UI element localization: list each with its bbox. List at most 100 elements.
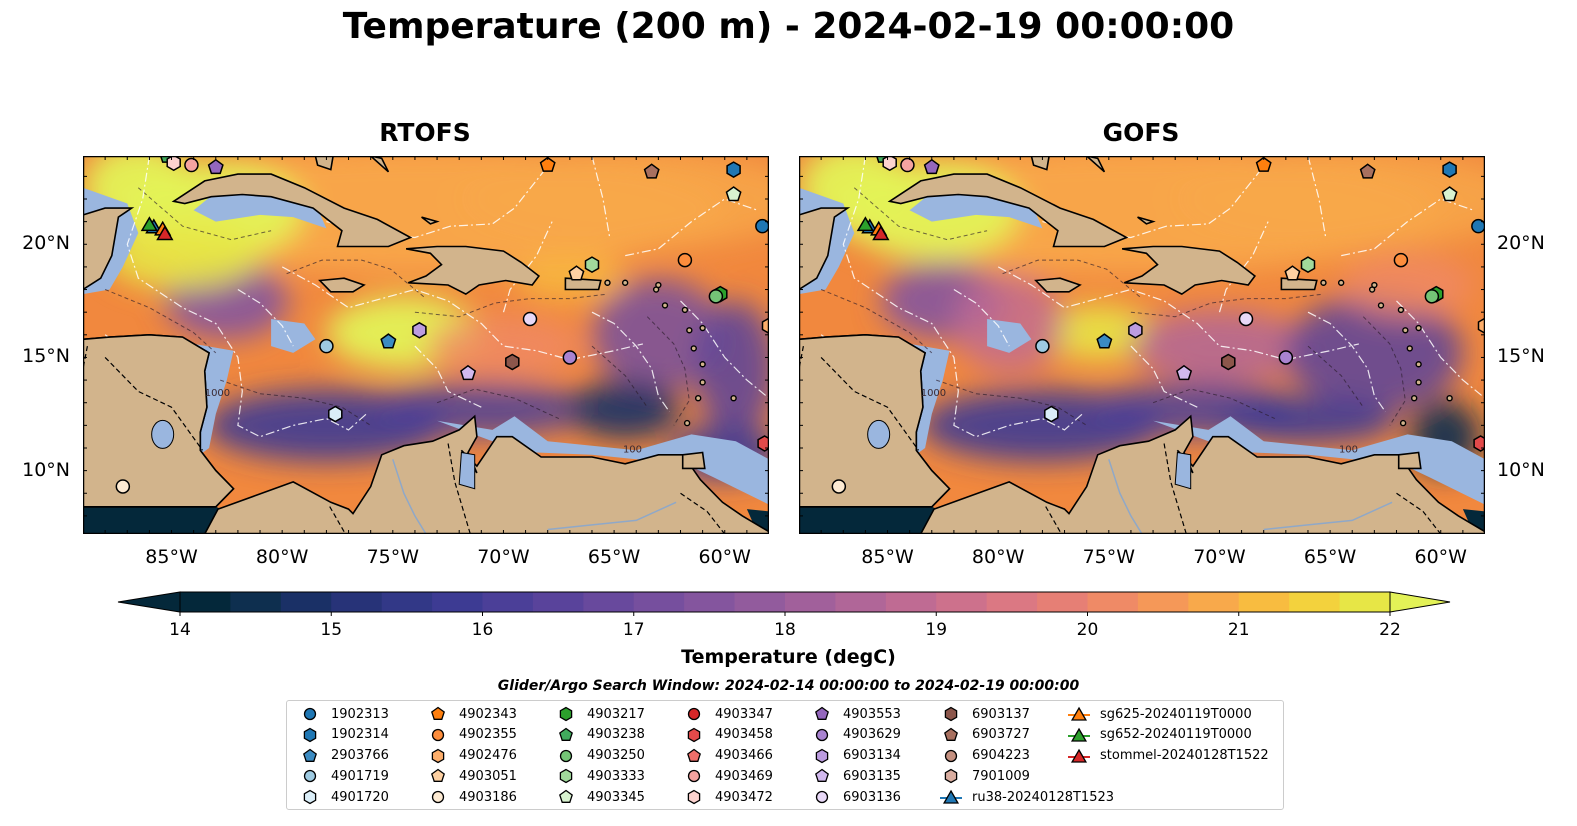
- float-marker-4901720: [328, 405, 343, 423]
- colorbar-tick-label: 21: [1227, 620, 1250, 640]
- float-marker-4903472: [882, 156, 897, 172]
- float-marker-6903134: [412, 321, 427, 339]
- colorbar-extend-min: [117, 591, 181, 613]
- legend-label: 6904223: [972, 748, 1030, 764]
- colorbar-tick-label: 18: [774, 620, 796, 640]
- island: [699, 361, 706, 368]
- legend-label: 6903136: [843, 789, 901, 805]
- colorbar-level: [885, 592, 937, 612]
- lon-tick-label: 65°W: [587, 546, 641, 568]
- colorbar-level: [835, 592, 887, 612]
- colorbar-level: [936, 592, 988, 612]
- lake-nicaragua: [151, 419, 175, 449]
- legend-item: 4903345: [553, 787, 645, 807]
- float-marker-4903250: [708, 289, 724, 304]
- float-marker-4903250: [1424, 289, 1440, 304]
- colorbar-tick-label: 22: [1379, 620, 1401, 640]
- float-marker-4903458: [757, 435, 769, 452]
- island: [1399, 419, 1407, 427]
- legend-marker-icon: [687, 770, 701, 783]
- river-magdalena: [1108, 459, 1143, 534]
- float-marker-1902314: [1442, 161, 1457, 178]
- eez-boundary: [326, 171, 544, 239]
- legend-item: 4903553: [809, 704, 901, 724]
- legend-label: 1902313: [331, 706, 389, 722]
- island: [1406, 345, 1413, 352]
- land-jamaica: [1034, 277, 1082, 293]
- lon-tick-label: 75°W: [1082, 546, 1136, 568]
- lat-tick-label-left: 15°N: [22, 345, 70, 368]
- legend-marker-icon: [944, 749, 958, 762]
- rtofs-panel-title: RTOFS: [379, 118, 471, 147]
- land-hispaniola: [405, 245, 541, 296]
- colorbar-tick-label: 14: [169, 620, 191, 640]
- legend-item: 1902314: [297, 725, 389, 745]
- country-border: [104, 356, 203, 451]
- legend-item: 4903472: [681, 787, 773, 807]
- float-marker-4903553: [207, 158, 224, 175]
- float-marker-4901719: [319, 338, 334, 354]
- legend-label: 4903629: [843, 727, 901, 743]
- bathymetry-contour: [1307, 345, 1364, 408]
- legend-label: 4901720: [331, 789, 389, 805]
- shallow-shelf: [271, 319, 316, 353]
- eez-boundary: [842, 156, 1083, 438]
- river-magdalena: [392, 459, 427, 534]
- lon-tick-label: 75°W: [366, 546, 420, 568]
- float-marker-6903137: [1221, 353, 1236, 371]
- island: [694, 394, 702, 402]
- legend-label: 4903051: [459, 768, 517, 784]
- glider-marker-sg652-20240119T0000: [856, 216, 874, 232]
- country-border: [1396, 492, 1442, 534]
- legend-label: 4903472: [715, 789, 773, 805]
- float-marker-6903136: [1238, 311, 1254, 327]
- colorbar-tick-label: 17: [622, 620, 645, 640]
- lake-maracaibo: [458, 451, 476, 490]
- eez-boundary: [414, 345, 482, 408]
- eez-boundary: [1307, 311, 1386, 413]
- rtofs-temperature-map: 1000 100: [83, 156, 769, 534]
- eez-boundary: [1130, 345, 1198, 408]
- eez-boundary: [1307, 156, 1327, 238]
- legend-item: stommel-20240128T1522: [1066, 746, 1269, 766]
- legend-item: 6903134: [809, 746, 901, 766]
- bathymetry-contour: [646, 316, 690, 426]
- legend-marker-icon: [687, 707, 701, 721]
- river-orinoco: [1263, 501, 1393, 531]
- lon-tick-label: 65°W: [1303, 546, 1357, 568]
- legend-label: 4902355: [459, 727, 517, 743]
- legend-marker-icon: [303, 789, 317, 805]
- float-marker-6903727: [1359, 163, 1376, 179]
- island: [1397, 306, 1405, 314]
- island: [621, 279, 629, 286]
- bathymetry-contour: [591, 345, 648, 408]
- float-marker-4903186: [831, 479, 847, 494]
- map-frame: [799, 156, 1485, 534]
- colorbar-level: [482, 592, 534, 612]
- bathymetry-contour: [853, 187, 988, 241]
- legend-label: 4903553: [843, 706, 901, 722]
- legend-label: 4902476: [459, 748, 517, 764]
- colorbar-level: [1289, 592, 1341, 612]
- country-border: [328, 504, 345, 532]
- island: [1337, 279, 1345, 286]
- colorbar-level: [684, 592, 736, 612]
- eez-boundary: [591, 156, 611, 238]
- island: [1371, 281, 1378, 289]
- bathymetry-contour: [220, 379, 371, 426]
- legend-marker-icon: [431, 769, 445, 783]
- legend-item: 1902313: [297, 704, 389, 724]
- legend-item: 6903137: [938, 704, 1030, 724]
- float-marker-4903051: [568, 265, 585, 281]
- temperature-field: [370, 382, 592, 437]
- land-cuba: [171, 173, 413, 248]
- float-marker-4902355: [677, 252, 693, 268]
- colorbar-extend-max: [1389, 591, 1451, 613]
- eez-boundary: [237, 288, 294, 347]
- temperature-field: [1341, 253, 1474, 317]
- glider-marker-sg652-20240119T0000: [140, 216, 158, 232]
- float-marker-6903134: [1128, 321, 1143, 339]
- colorbar-level: [381, 592, 433, 612]
- island: [1402, 327, 1409, 334]
- float-marker-4903333: [1300, 256, 1316, 273]
